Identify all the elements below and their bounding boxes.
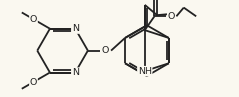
Text: O: O	[102, 46, 109, 55]
Text: O: O	[30, 78, 37, 87]
Text: O: O	[168, 12, 175, 21]
Text: N: N	[72, 24, 79, 33]
Text: N: N	[72, 68, 79, 77]
Text: O: O	[30, 15, 37, 24]
Text: NH: NH	[138, 67, 152, 76]
